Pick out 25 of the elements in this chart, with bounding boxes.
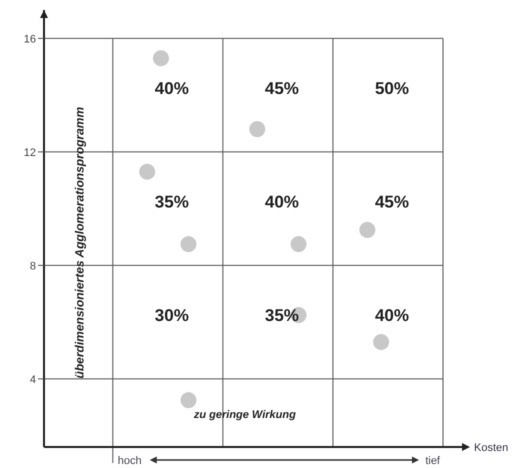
point — [180, 236, 196, 252]
x-axis-title: Kosten — [474, 442, 508, 454]
point — [152, 50, 169, 66]
y-tick-label: 8 — [30, 260, 36, 272]
annotation: 40% — [154, 78, 189, 98]
point — [139, 164, 156, 180]
annotation: 40% — [374, 306, 409, 325]
point — [180, 392, 196, 408]
point — [290, 236, 307, 252]
y-tick-label: 12 — [24, 146, 36, 159]
point — [249, 121, 266, 138]
annotation: 40% — [264, 192, 299, 212]
text: tief — [425, 455, 441, 467]
annotation: 50% — [374, 78, 409, 98]
y-axis-title: überdimensioniertes Agglomerationsprogramm — [72, 106, 86, 378]
annotation: 30% — [154, 306, 189, 325]
annotation: 45% — [374, 192, 409, 212]
annotation: 35% — [264, 306, 299, 325]
y-tick-label: 16 — [24, 33, 36, 46]
point — [359, 222, 376, 238]
text: hoch — [118, 455, 142, 467]
point — [373, 334, 390, 350]
annotation: 35% — [154, 192, 189, 212]
annotation: 45% — [264, 78, 299, 98]
y-tick-label: 4 — [30, 374, 36, 386]
